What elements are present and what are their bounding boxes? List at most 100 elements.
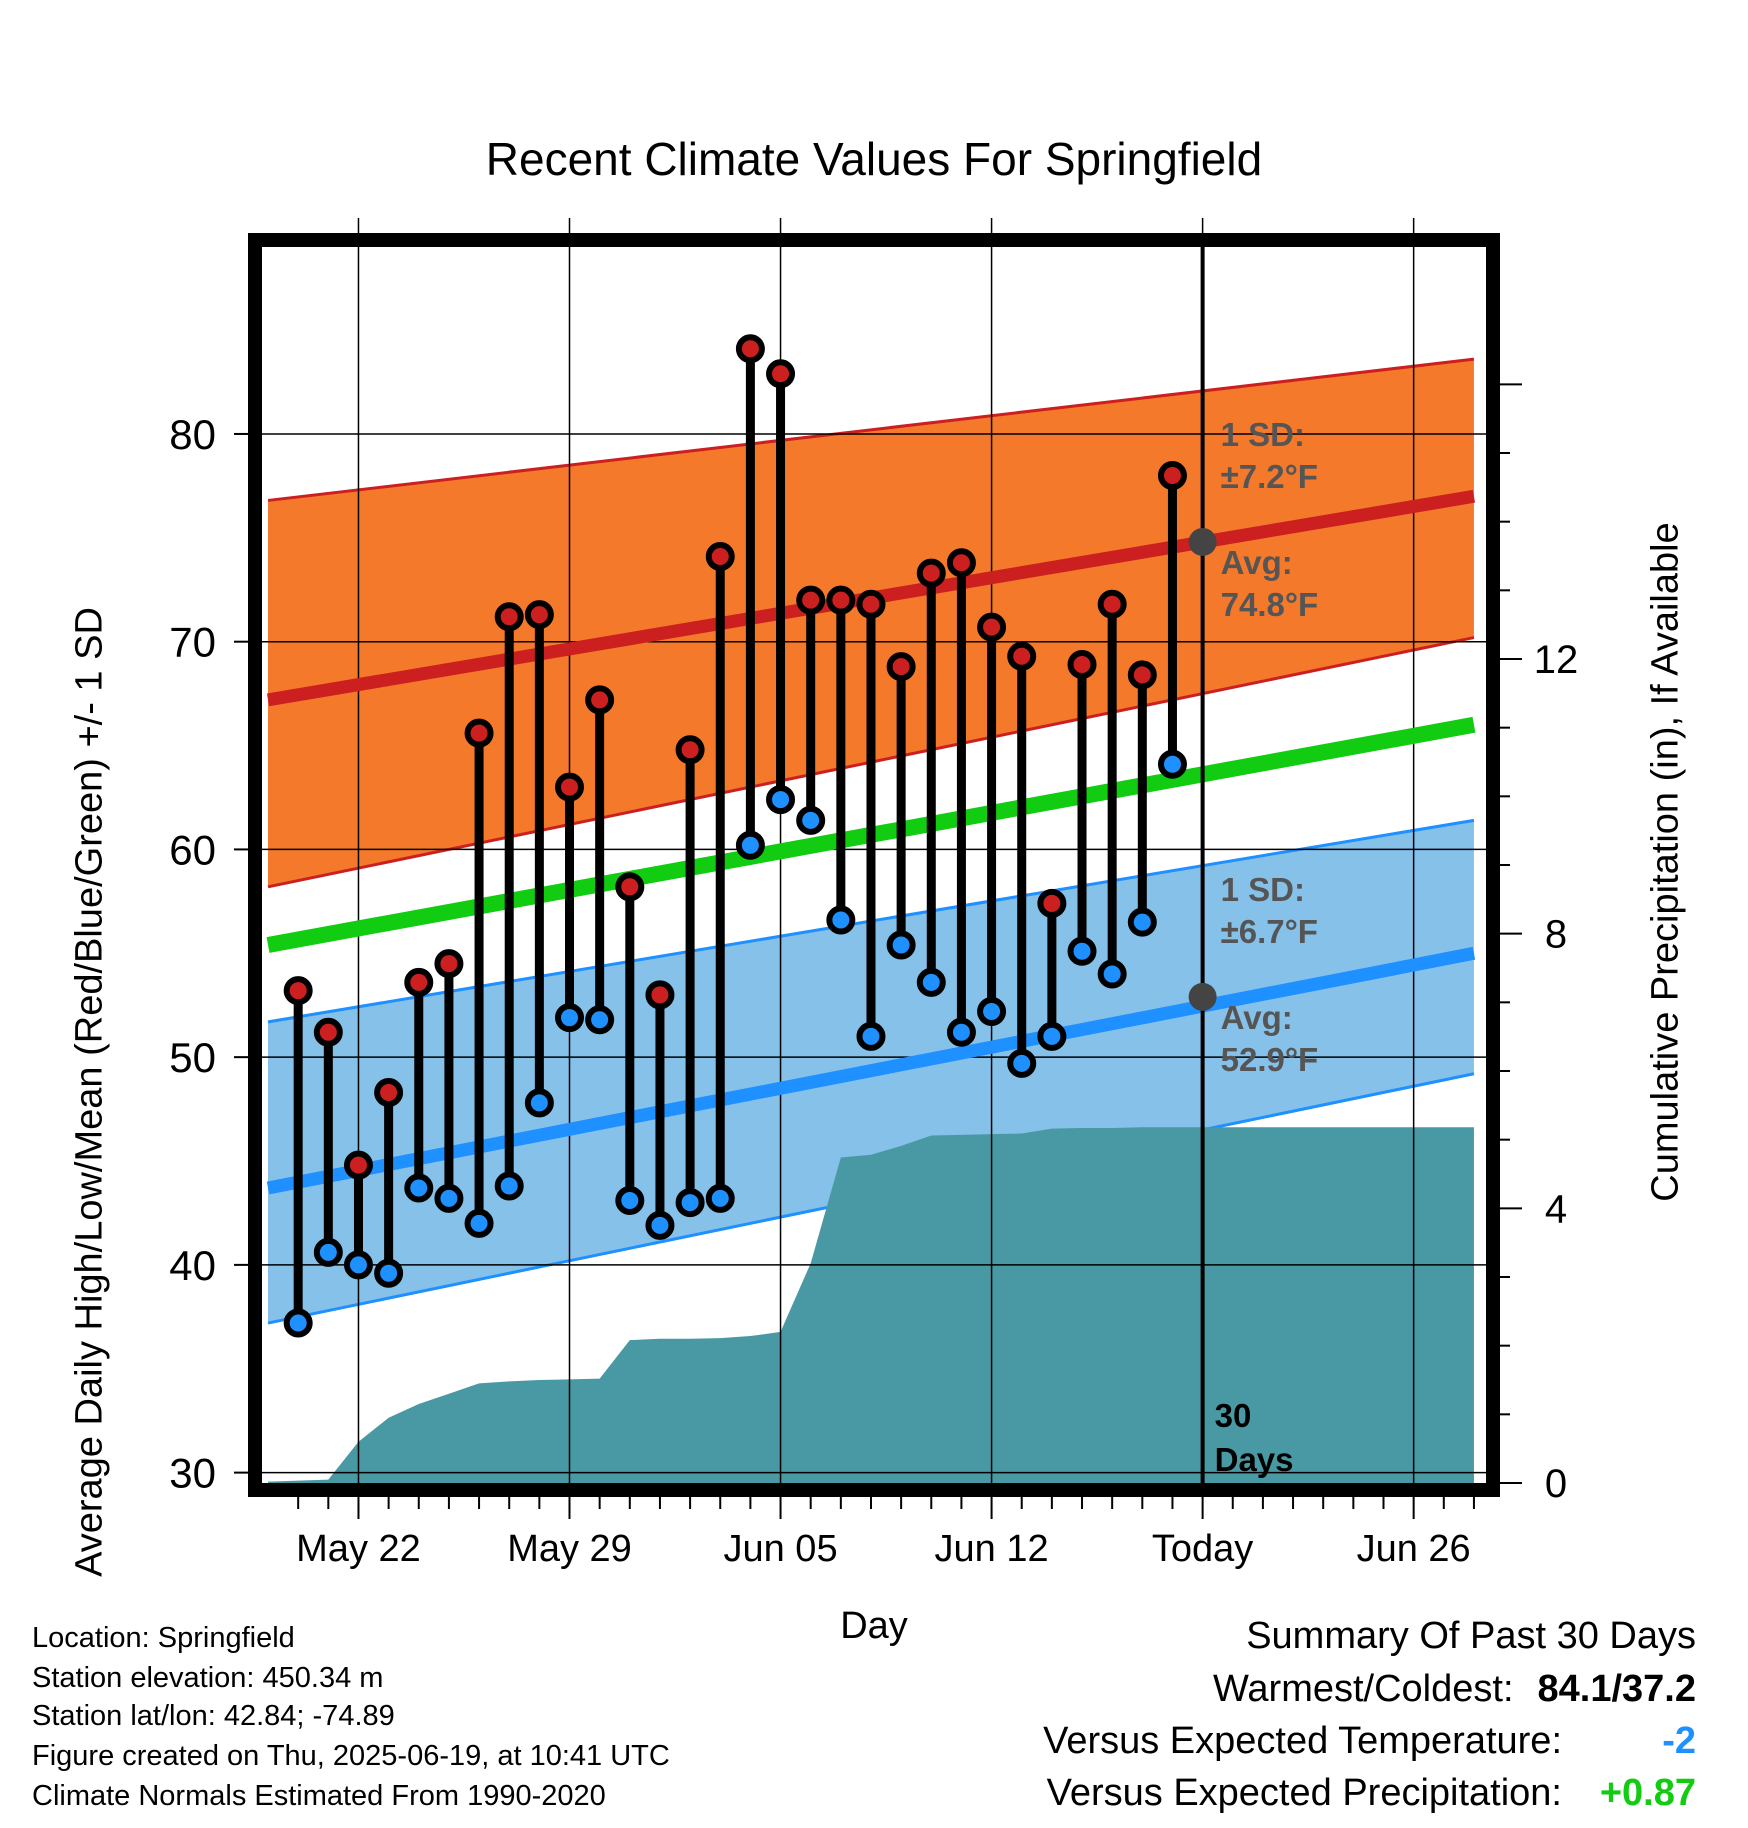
daily-low-dot	[555, 1003, 585, 1033]
daily-high-dot	[1037, 888, 1067, 918]
daily-low-dot	[343, 1250, 373, 1280]
summary-temp-label: Versus Expected Temperature:	[1043, 1720, 1562, 1762]
daily-high-dot	[464, 718, 494, 748]
daily-low-dot	[856, 1021, 886, 1051]
summary-precip-value: +0.87	[1599, 1772, 1696, 1814]
summary-precip-row: Versus Expected Precipitation: +0.87	[1047, 1772, 1696, 1815]
y-tick-label: 60	[169, 826, 216, 873]
y2-tick-label: 0	[1545, 1462, 1567, 1506]
daily-low-dot	[464, 1208, 494, 1238]
daily-high-dot	[1097, 589, 1127, 619]
daily-low-dot	[796, 805, 826, 835]
x-tick-label: Jun 26	[1357, 1528, 1471, 1570]
daily-low-dot	[585, 1005, 615, 1035]
x-tick-label: May 22	[296, 1528, 421, 1570]
daily-high-dot	[977, 612, 1007, 642]
daily-high-dot	[735, 334, 765, 364]
summary-temp-value: -2	[1662, 1720, 1696, 1762]
footer-created: Figure created on Thu, 2025-06-19, at 10…	[32, 1740, 670, 1772]
x-tick-label: Today	[1152, 1528, 1253, 1570]
daily-low-dot	[1007, 1048, 1037, 1078]
low-sd-label: 1 SD:	[1221, 871, 1305, 908]
summary-precip-label: Versus Expected Precipitation:	[1046, 1772, 1562, 1814]
daily-low-dot	[826, 905, 856, 935]
y-tick-label: 30	[169, 1450, 216, 1497]
daily-low-dot	[705, 1183, 735, 1213]
daily-high-dot	[1127, 660, 1157, 690]
summary-warmest-label: Warmest/Coldest:	[1212, 1668, 1514, 1710]
x-tick-label: Jun 05	[723, 1528, 837, 1570]
daily-high-dot	[283, 976, 313, 1006]
daily-low-dot	[916, 967, 946, 997]
x-tick-label: Jun 12	[935, 1528, 1049, 1570]
summary-temp-row: Versus Expected Temperature: -2	[1043, 1720, 1696, 1763]
daily-high-dot	[524, 600, 554, 630]
daily-high-dot	[675, 735, 705, 765]
high-avg-value: 74.8°F	[1221, 586, 1319, 623]
y2-tick-label: 8	[1545, 913, 1567, 957]
daily-high-dot	[886, 652, 916, 682]
daily-high-dot	[404, 967, 434, 997]
high-sd-value: ±7.2°F	[1221, 458, 1318, 495]
footer-latlon: Station lat/lon: 42.84; -74.89	[32, 1700, 395, 1732]
normal-low-line	[266, 946, 1476, 1195]
footer-normals: Climate Normals Estimated From 1990-2020	[32, 1780, 606, 1812]
daily-low-dot	[675, 1188, 705, 1218]
daily-low-dot	[283, 1308, 313, 1338]
daily-high-dot	[1067, 650, 1097, 680]
daily-high-dot	[313, 1017, 343, 1047]
daily-high-dot	[826, 585, 856, 615]
daily-high-dot	[374, 1077, 404, 1107]
daily-low-dot	[313, 1237, 343, 1267]
chart-title: Recent Climate Values For Springfield	[485, 133, 1263, 185]
footer-location: Location: Springfield	[32, 1622, 295, 1654]
summary-warmest-value: 84.1/37.2	[1537, 1668, 1696, 1710]
y-tick-label: 80	[169, 411, 216, 458]
daily-high-dot	[705, 542, 735, 572]
daily-low-dot	[1097, 959, 1127, 989]
summary-warmest-row: Warmest/Coldest: 84.1/37.2	[1213, 1668, 1696, 1711]
daily-low-dot	[434, 1183, 464, 1213]
daily-high-dot	[615, 872, 645, 902]
y2-tick-label: 4	[1545, 1187, 1567, 1231]
daily-high-dot	[946, 548, 976, 578]
high-avg-label: Avg:	[1221, 544, 1293, 581]
high-sd-upper-edge	[267, 357, 1475, 502]
daily-low-dot	[1067, 936, 1097, 966]
daily-high-dot	[856, 589, 886, 619]
daily-low-dot	[977, 996, 1007, 1026]
daily-high-dot	[585, 685, 615, 715]
daily-low-dot	[494, 1171, 524, 1201]
daily-low-dot	[374, 1258, 404, 1288]
y-tick-label: 50	[169, 1034, 216, 1081]
x-axis-label: Day	[840, 1605, 908, 1647]
y2-axis-label: Cumulative Precipitation (in), If Availa…	[1644, 522, 1687, 1202]
daily-high-dot	[555, 772, 585, 802]
daily-high-dot	[916, 558, 946, 588]
low-avg-label: Avg:	[1221, 999, 1293, 1036]
daily-low-dot	[404, 1173, 434, 1203]
high-avg-today-dot	[1188, 527, 1217, 556]
plot-frame	[248, 233, 1500, 1497]
daily-low-dot	[766, 785, 796, 815]
y-tick-label: 70	[169, 619, 216, 666]
low-avg-value: 52.9°F	[1221, 1041, 1319, 1078]
daily-high-dot	[766, 359, 796, 389]
daily-low-dot	[524, 1088, 554, 1118]
footer-elevation: Station elevation: 450.34 m	[32, 1662, 384, 1694]
y-axis-label: Average Daily High/Low/Mean (Red/Blue/Gr…	[68, 607, 111, 1577]
daily-low-dot	[1157, 749, 1187, 779]
daily-low-dot	[735, 830, 765, 860]
daily-high-dot	[1157, 461, 1187, 491]
daily-high-dot	[434, 949, 464, 979]
daily-high-dot	[796, 585, 826, 615]
y2-tick-label: 12	[1534, 638, 1579, 682]
daily-high-dot	[494, 602, 524, 632]
high-sd-label: 1 SD:	[1221, 416, 1305, 453]
daily-low-dot	[946, 1017, 976, 1047]
daily-low-dot	[615, 1185, 645, 1215]
daily-low-dot	[645, 1210, 675, 1240]
daily-low-dot	[886, 930, 916, 960]
x-tick-label: May 29	[507, 1528, 632, 1570]
